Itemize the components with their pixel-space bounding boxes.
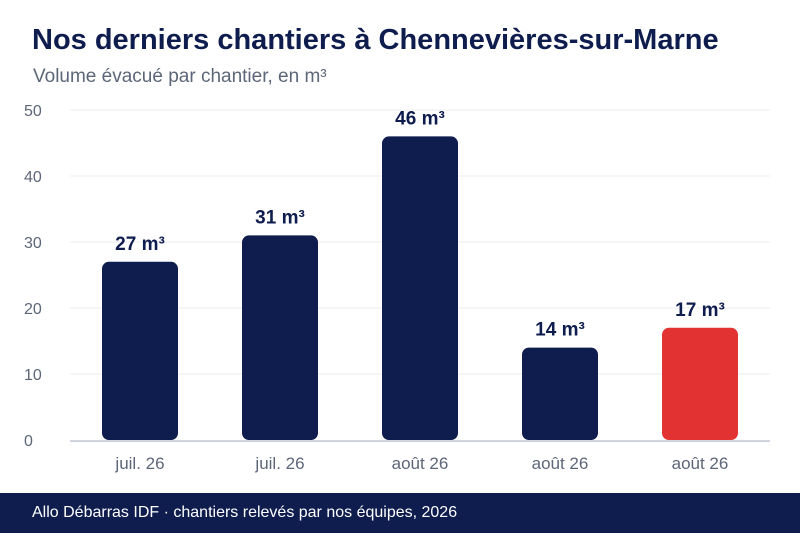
bar xyxy=(382,136,458,440)
bar xyxy=(242,235,318,440)
footer-source: Allo Débarras IDF · chantiers relevés pa… xyxy=(32,504,458,521)
x-tick-label: juil. 26 xyxy=(114,454,164,473)
data-label: 14 m³ xyxy=(535,320,585,341)
y-tick-label: 50 xyxy=(24,103,42,120)
chart-title: Nos derniers chantiers à Chennevières-su… xyxy=(32,24,719,56)
x-tick-label: août 26 xyxy=(392,454,449,473)
data-label: 27 m³ xyxy=(115,234,165,255)
bar-chart: 0 10 20 30 40 50 27 m³ juil. 26 31 m³ juil. 26 46 … xyxy=(24,103,770,473)
x-tick-label: juil. 26 xyxy=(254,454,304,473)
bar xyxy=(662,327,738,440)
data-label: 46 m³ xyxy=(395,108,445,129)
data-label: 17 m³ xyxy=(675,300,725,321)
data-label: 31 m³ xyxy=(255,207,305,228)
x-tick-label: août 26 xyxy=(532,454,589,473)
y-tick-label: 30 xyxy=(24,235,42,252)
y-tick-label: 20 xyxy=(24,301,42,318)
y-tick-label: 0 xyxy=(24,433,33,450)
x-tick-label: août 26 xyxy=(672,454,729,473)
footer-bar: Allo Débarras IDF · chantiers relevés pa… xyxy=(0,493,800,533)
y-tick-label: 40 xyxy=(24,169,42,186)
bar xyxy=(102,261,178,440)
chart-subtitle: Volume évacué par chantier, en m³ xyxy=(33,66,327,87)
bar xyxy=(522,347,598,440)
y-tick-label: 10 xyxy=(24,367,42,384)
